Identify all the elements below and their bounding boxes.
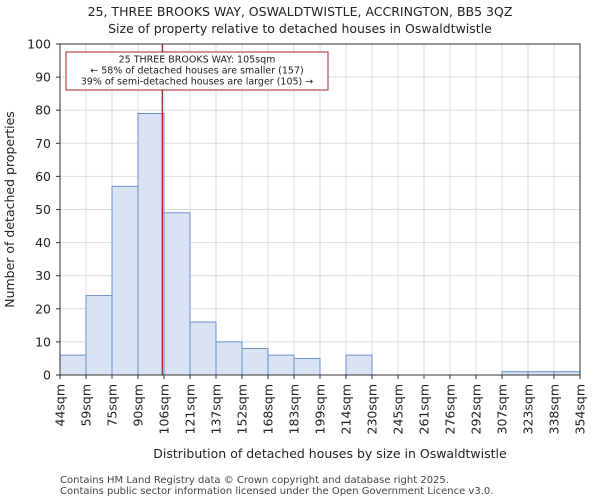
- annotation-frame: [65, 51, 329, 91]
- chart-subtitle: Size of property relative to detached ho…: [108, 21, 492, 36]
- y-axis-label: Number of detached properties: [2, 111, 17, 308]
- bar-75sqm: [111, 185, 139, 376]
- bar-214sqm: [345, 354, 373, 376]
- x-tick-label-59sqm: 59sqm: [79, 384, 94, 427]
- x-tick-label-245sqm: 245sqm: [391, 384, 406, 434]
- x-tick-label-106sqm: 106sqm: [157, 384, 172, 434]
- bar-168sqm: [267, 354, 295, 376]
- bar-121sqm: [189, 321, 217, 376]
- annotation-box: 25 THREE BROOKS WAY: 105sqm ← 58% of det…: [65, 51, 329, 91]
- x-tick-label-323sqm: 323sqm: [521, 384, 536, 434]
- annotation-line-1: 25 THREE BROOKS WAY: 105sqm: [119, 55, 276, 66]
- y-tick-label-0: 0: [43, 368, 51, 383]
- bar-137sqm: [215, 341, 243, 376]
- y-tick-label-70: 70: [35, 136, 51, 151]
- x-tick-label-230sqm: 230sqm: [365, 384, 380, 434]
- footer-copyright: Contains HM Land Registry data © Crown c…: [60, 475, 449, 486]
- y-tick-label-30: 30: [35, 268, 51, 283]
- x-tick-label-137sqm: 137sqm: [209, 384, 224, 434]
- annotation-line-2: ← 58% of detached houses are smaller (15…: [90, 66, 303, 77]
- x-tick-label-90sqm: 90sqm: [131, 384, 146, 427]
- x-axis-label: Distribution of detached houses by size …: [153, 446, 507, 461]
- x-tick-label-307sqm: 307sqm: [495, 384, 510, 434]
- x-tick-label-338sqm: 338sqm: [547, 384, 562, 434]
- x-tick-label-183sqm: 183sqm: [287, 384, 302, 434]
- y-tick-label-40: 40: [35, 235, 51, 250]
- footer-licence: Contains public sector information licen…: [60, 486, 493, 497]
- annotation-line-3: 39% of semi-detached houses are larger (…: [81, 77, 314, 88]
- y-tick-label-20: 20: [35, 301, 51, 316]
- y-axis-ticks: 0 10 20 30 40 50 60 70 80 90 100: [27, 37, 60, 383]
- x-tick-label-214sqm: 214sqm: [339, 384, 354, 434]
- x-tick-label-44sqm: 44sqm: [53, 384, 68, 427]
- x-tick-label-152sqm: 152sqm: [235, 384, 250, 434]
- x-tick-label-121sqm: 121sqm: [183, 384, 198, 434]
- y-tick-label-100: 100: [27, 37, 51, 52]
- y-tick-label-90: 90: [35, 70, 51, 85]
- y-tick-label-60: 60: [35, 169, 51, 184]
- bar-106sqm: [163, 212, 191, 376]
- bars: [59, 113, 581, 376]
- bar-90sqm: [137, 113, 165, 376]
- x-tick-label-261sqm: 261sqm: [417, 384, 432, 434]
- bar-59sqm: [85, 295, 113, 376]
- y-tick-label-80: 80: [35, 103, 51, 118]
- y-tick-label-10: 10: [35, 334, 51, 349]
- x-tick-label-168sqm: 168sqm: [261, 384, 276, 434]
- bar-44sqm: [59, 354, 87, 376]
- y-tick-label-50: 50: [35, 202, 51, 217]
- x-axis-ticks: 44sqm 59sqm 75sqm 90sqm 106sqm 121sqm 137sqm 15…: [53, 375, 588, 434]
- x-tick-label-276sqm: 276sqm: [443, 384, 458, 434]
- bar-183sqm: [293, 357, 321, 376]
- x-tick-label-354sqm: 354sqm: [573, 384, 588, 434]
- bar-152sqm: [241, 348, 269, 376]
- chart-title: 25, THREE BROOKS WAY, OSWALDTWISTLE, ACC…: [88, 4, 513, 19]
- x-tick-label-199sqm: 199sqm: [313, 384, 328, 434]
- x-tick-label-292sqm: 292sqm: [469, 384, 484, 434]
- x-tick-label-75sqm: 75sqm: [105, 384, 120, 427]
